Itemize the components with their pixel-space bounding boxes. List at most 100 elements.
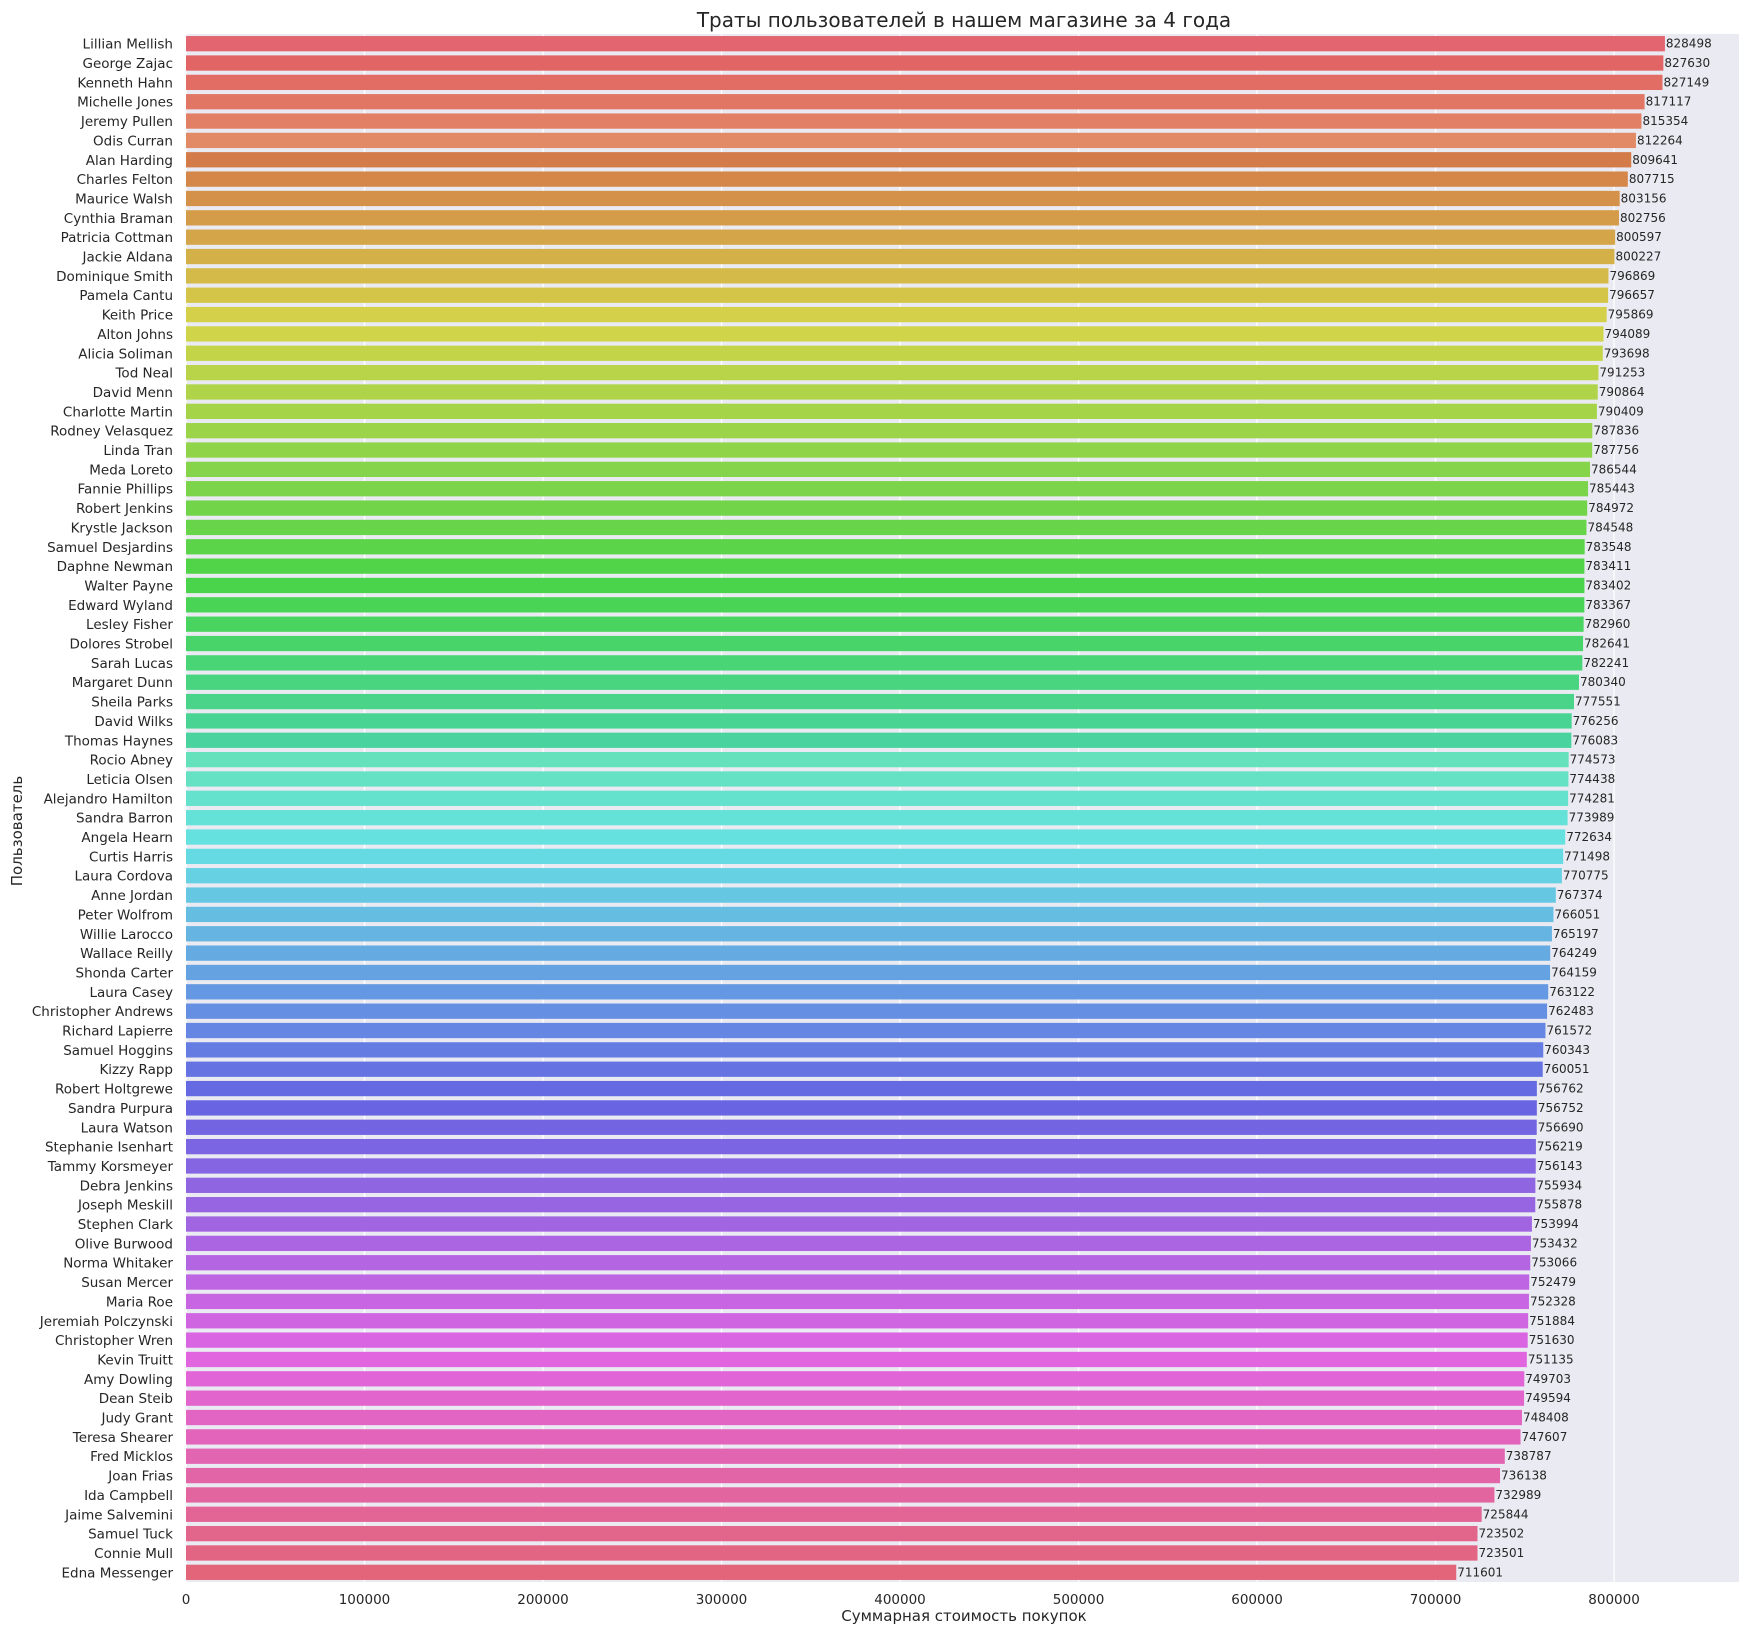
bar [186, 1119, 1537, 1135]
bar-value-label: 763122 [1549, 985, 1595, 999]
bar-value-label: 755878 [1536, 1198, 1582, 1212]
bar-value-label: 827630 [1664, 56, 1710, 70]
category-label: Rodney Velasquez [50, 424, 173, 440]
x-tick-label: 400000 [874, 1592, 926, 1608]
category-labels: Lillian Mellish George Zajac Kenneth Hahn M… [32, 37, 174, 1582]
bar-value-label: 793698 [1604, 346, 1650, 360]
category-label: Lillian Mellish [83, 37, 173, 53]
category-label: Krystle Jackson [71, 520, 173, 536]
category-label: Christopher Andrews [32, 1004, 173, 1020]
bar-value-label: 756690 [1538, 1120, 1584, 1134]
bar [186, 74, 1663, 91]
category-label: Walter Payne [84, 578, 173, 594]
data-labels: 828498 827630 827149 817117 815354 812264 8096… [1457, 37, 1711, 1580]
x-tick-label: 500000 [1053, 1592, 1105, 1608]
bar-value-label: 753432 [1532, 1236, 1578, 1250]
bar-value-label: 787836 [1593, 424, 1639, 438]
bar [186, 1525, 1478, 1542]
bar-value-label: 711601 [1457, 1565, 1503, 1579]
bar-value-label: 782960 [1585, 617, 1631, 631]
bar-value-label: 776256 [1573, 714, 1619, 728]
bar-value-label: 800597 [1616, 230, 1662, 244]
category-label: Fannie Phillips [77, 482, 173, 498]
bar [186, 345, 1603, 361]
bar [186, 655, 1583, 671]
category-label: Ida Campbell [84, 1488, 173, 1504]
bar [186, 732, 1572, 748]
bar-value-label: 748408 [1523, 1411, 1569, 1425]
bar [186, 94, 1645, 110]
bar [186, 868, 1562, 884]
x-axis-label: Суммарная стоимость покупок [841, 1607, 1086, 1625]
category-label: Shonda Carter [76, 965, 174, 981]
bar-value-label: 772634 [1566, 830, 1612, 844]
bar [186, 442, 1593, 458]
category-label: Odis Curran [93, 133, 173, 149]
bar-value-label: 809641 [1632, 153, 1678, 167]
category-label: Sheila Parks [91, 695, 173, 711]
bar-value-label: 723502 [1478, 1527, 1524, 1541]
bar [186, 616, 1584, 632]
bar-value-label: 828498 [1666, 37, 1712, 51]
category-label: Stephanie Isenhart [45, 1140, 173, 1156]
category-label: Alejandro Hamilton [44, 791, 173, 807]
bar [186, 268, 1609, 284]
bar-value-label: 756143 [1537, 1159, 1583, 1173]
bar [186, 984, 1549, 1000]
x-tick-labels: 0 100000 200000 300000 400000 500000 600000 700… [182, 1592, 1640, 1608]
bar [186, 481, 1589, 497]
bar [186, 693, 1574, 710]
bar [186, 1061, 1543, 1077]
bar [186, 248, 1615, 265]
bar [186, 1545, 1478, 1561]
category-label: Samuel Tuck [88, 1527, 173, 1543]
bar-value-label: 783367 [1585, 598, 1631, 612]
category-label: Joseph Meskill [77, 1198, 173, 1214]
bar-value-label: 774573 [1570, 753, 1616, 767]
bar-value-label: 760051 [1544, 1062, 1590, 1076]
category-label: Wallace Reilly [80, 946, 173, 962]
x-tick-label: 100000 [339, 1592, 391, 1608]
category-label: Patricia Cottman [61, 230, 173, 246]
bar-value-label: 786544 [1591, 462, 1637, 476]
bar-value-label: 812264 [1637, 133, 1683, 147]
bar [186, 1100, 1537, 1116]
bar [186, 597, 1585, 613]
plot-background [186, 34, 1739, 1582]
bar-value-label: 761572 [1546, 1024, 1592, 1038]
bar-value-label: 802756 [1620, 211, 1666, 225]
category-label: Olive Burwood [75, 1236, 173, 1252]
bar-value-label: 764159 [1551, 965, 1597, 979]
bar-value-label: 817117 [1646, 95, 1692, 109]
bar [186, 751, 1569, 768]
bar [186, 326, 1604, 342]
category-label: Jeremiah Polczynski [39, 1314, 173, 1330]
category-label: Willie Larocco [80, 927, 173, 943]
category-label: Sarah Lucas [91, 656, 173, 672]
bar [186, 229, 1616, 245]
bar-value-label: 736138 [1501, 1469, 1547, 1483]
bar-value-label: 790409 [1598, 404, 1644, 418]
bar [186, 1235, 1531, 1252]
category-label: Sandra Purpura [68, 1101, 173, 1117]
category-label: Charlotte Martin [63, 404, 173, 420]
category-label: Richard Lapierre [62, 1024, 173, 1040]
bar [186, 384, 1598, 400]
category-label: Cynthia Braman [64, 211, 173, 227]
bar [186, 1409, 1522, 1426]
bar [186, 1487, 1495, 1503]
bar-value-label: 756219 [1537, 1140, 1583, 1154]
bar-value-label: 752328 [1530, 1294, 1576, 1308]
category-label: Maurice Walsh [75, 191, 173, 207]
category-label: Margaret Dunn [72, 675, 173, 691]
bar-value-label: 787756 [1593, 443, 1639, 457]
category-label: Jaime Salvemini [64, 1507, 173, 1523]
category-label: Dominique Smith [56, 269, 173, 285]
bar-value-label: 756762 [1538, 1082, 1584, 1096]
bar [186, 1390, 1525, 1406]
category-label: David Menn [93, 385, 173, 401]
bar [186, 1022, 1546, 1039]
bar [186, 364, 1599, 381]
bar [186, 829, 1566, 845]
bar-value-label: 807715 [1629, 172, 1675, 186]
